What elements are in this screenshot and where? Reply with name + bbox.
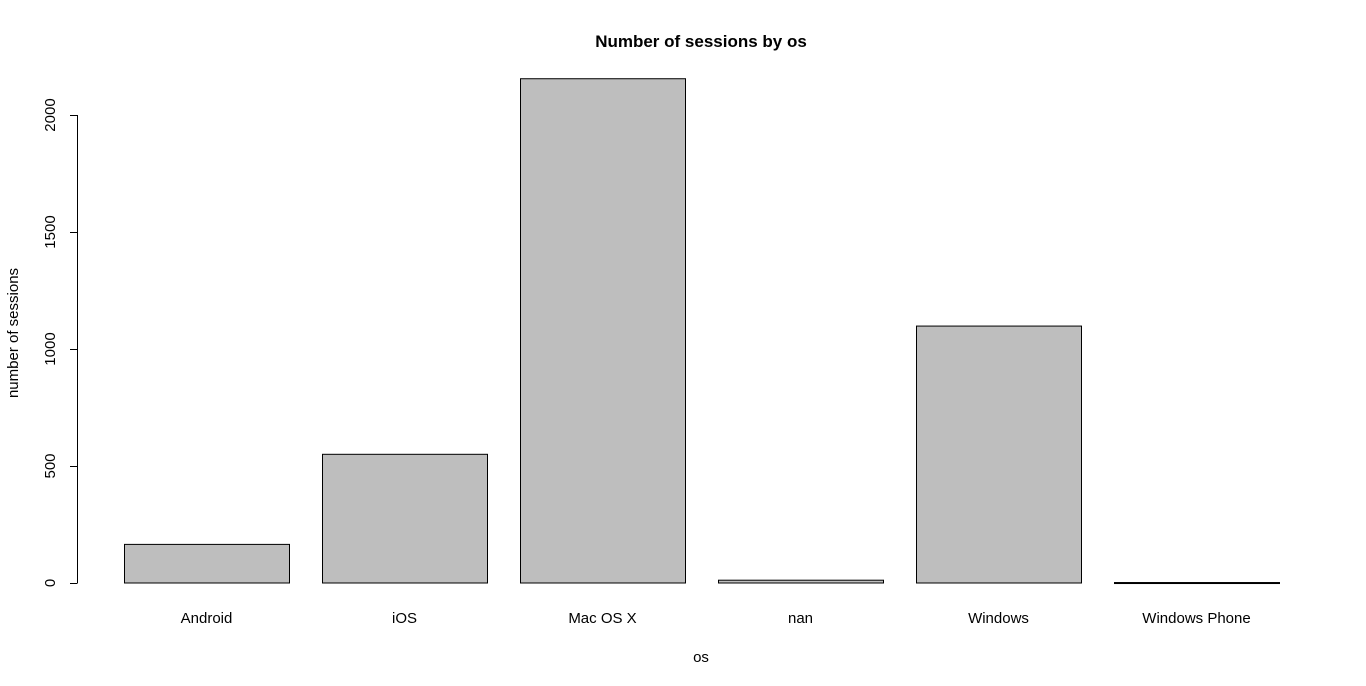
x-tick-label: Windows	[968, 610, 1029, 627]
x-tick-label: Windows Phone	[1142, 610, 1250, 627]
bars-group	[124, 78, 1280, 585]
x-tick-label: Android	[181, 610, 233, 627]
y-tick-label: 1000	[42, 332, 59, 365]
x-tick-label: nan	[788, 610, 813, 627]
y-tick-label: 1500	[42, 215, 59, 248]
y-tick-label: 0	[42, 579, 59, 587]
y-axis-label: number of sessions	[5, 268, 22, 398]
x-tick-label: iOS	[392, 610, 417, 627]
bar-ios	[322, 453, 488, 584]
x-axis-category-labels: Android iOS Mac OS X nan Windows Windows Phon…	[181, 610, 1251, 627]
x-tick-label: Mac OS X	[568, 610, 636, 627]
x-axis-label: os	[693, 649, 709, 666]
chart-title: Number of sessions by os	[595, 32, 807, 51]
bar-windows-phone	[1114, 582, 1280, 585]
bar-windows	[916, 325, 1082, 584]
y-axis: 0 500 1000 1500 2000	[42, 98, 78, 587]
bar-android	[124, 543, 290, 584]
bar-nan	[718, 579, 884, 584]
y-tick-label: 2000	[42, 98, 59, 131]
bar-mac-os-x	[520, 78, 686, 584]
y-tick-label: 500	[42, 453, 59, 478]
